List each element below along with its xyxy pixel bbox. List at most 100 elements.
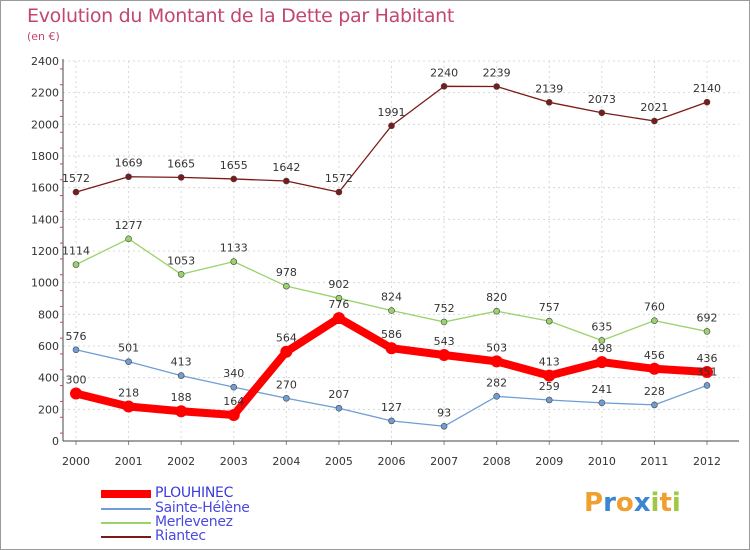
legend-label-merlevenez: Merlevenez xyxy=(155,514,233,530)
data-point xyxy=(125,358,132,365)
data-label: 1133 xyxy=(220,242,248,255)
x-tick-label: 2000 xyxy=(62,455,90,468)
data-point xyxy=(283,282,290,290)
data-point xyxy=(598,337,606,344)
data-label: 635 xyxy=(591,320,612,333)
data-label: 93 xyxy=(437,406,451,419)
data-label: 228 xyxy=(644,385,665,398)
legend-swatch-merlevenez xyxy=(101,522,151,524)
y-tick-label: 1200 xyxy=(31,245,59,258)
x-tick-label: 2008 xyxy=(483,455,511,468)
data-point xyxy=(125,173,132,181)
chart-title: Evolution du Montant de la Dette par Hab… xyxy=(27,5,455,27)
x-tick-label: 2001 xyxy=(115,455,143,468)
y-tick-label: 1000 xyxy=(31,277,59,290)
data-point xyxy=(701,365,713,378)
data-point xyxy=(385,342,398,355)
data-point xyxy=(280,345,293,358)
data-label: 902 xyxy=(328,278,349,291)
data-label: 2073 xyxy=(588,93,616,106)
legend-label-riantec: Riantec xyxy=(155,528,206,544)
y-tick-label: 2400 xyxy=(31,55,59,68)
data-label: 413 xyxy=(539,356,560,369)
x-tick-label: 2009 xyxy=(535,455,563,468)
legend-swatch-riantec xyxy=(101,536,151,538)
data-label: 207 xyxy=(328,388,349,401)
y-tick-label: 2200 xyxy=(31,87,59,100)
data-label: 776 xyxy=(328,298,349,311)
data-point xyxy=(72,261,80,268)
data-label: 456 xyxy=(644,349,665,362)
x-tick-label: 2012 xyxy=(693,455,721,468)
x-tick-label: 2006 xyxy=(378,455,406,468)
y-tick-label: 1400 xyxy=(31,213,59,226)
data-point xyxy=(493,83,500,90)
data-label: 2240 xyxy=(430,66,458,79)
data-label: 824 xyxy=(381,291,402,304)
data-label: 498 xyxy=(591,342,612,355)
data-label: 1665 xyxy=(167,157,195,170)
x-tick-label: 2002 xyxy=(167,455,195,468)
data-label: 543 xyxy=(434,335,455,348)
data-point xyxy=(70,387,82,400)
data-label: 1572 xyxy=(325,172,353,185)
legend-item-plouhinec: PLOUHINEC xyxy=(101,485,321,501)
y-tick-label: 1600 xyxy=(31,182,59,195)
data-point xyxy=(388,417,395,425)
data-point xyxy=(230,258,238,265)
data-label: 564 xyxy=(276,332,297,345)
chart-unit: (en €) xyxy=(27,30,60,43)
data-label: 2021 xyxy=(640,101,668,114)
legend-swatch-plouhinec xyxy=(101,490,151,498)
data-label: 820 xyxy=(486,291,507,304)
data-label: 164 xyxy=(223,395,244,408)
data-point xyxy=(440,318,448,326)
y-tick-label: 600 xyxy=(38,340,59,353)
data-point xyxy=(545,317,553,325)
data-point xyxy=(598,399,606,407)
data-label: 1991 xyxy=(378,106,406,119)
data-label: 1572 xyxy=(62,172,90,185)
legend-item-merlevenez: Merlevenez xyxy=(101,514,321,530)
x-tick-label: 2011 xyxy=(640,455,668,468)
x-tick-label: 2010 xyxy=(588,455,616,468)
data-point xyxy=(440,422,448,430)
proxiti-logo: Proxiti xyxy=(584,488,681,518)
y-tick-label: 400 xyxy=(38,372,59,385)
data-label: 752 xyxy=(434,302,455,315)
y-tick-label: 200 xyxy=(38,403,59,416)
data-label: 692 xyxy=(697,311,718,324)
legend-item-riantec: Riantec xyxy=(101,528,321,544)
logo-letter: o xyxy=(615,488,634,518)
data-label: 586 xyxy=(381,328,402,341)
data-label: 340 xyxy=(223,367,244,380)
data-label: 576 xyxy=(66,330,87,343)
data-point xyxy=(122,400,135,413)
data-point xyxy=(335,404,343,412)
data-point xyxy=(72,346,80,354)
data-label: 2140 xyxy=(693,82,721,95)
data-label: 1277 xyxy=(115,219,143,232)
data-label: 351 xyxy=(697,365,718,378)
data-point xyxy=(283,177,290,185)
data-point xyxy=(72,188,80,196)
data-point xyxy=(651,117,658,125)
data-point xyxy=(175,405,188,418)
data-point xyxy=(703,328,711,335)
data-label: 436 xyxy=(697,352,718,365)
data-point xyxy=(335,188,343,196)
x-tick-label: 2003 xyxy=(220,455,248,468)
data-label: 300 xyxy=(66,374,87,387)
data-label: 2239 xyxy=(483,66,511,79)
data-point xyxy=(177,270,185,278)
data-point xyxy=(651,401,658,409)
data-point xyxy=(388,122,395,130)
data-point xyxy=(125,235,132,243)
data-label: 757 xyxy=(539,301,560,314)
data-label: 501 xyxy=(118,342,139,355)
data-point xyxy=(440,83,448,90)
data-point xyxy=(703,98,711,106)
logo-letter: P xyxy=(584,488,604,518)
x-tick-label: 2007 xyxy=(430,455,458,468)
data-point xyxy=(332,312,345,325)
